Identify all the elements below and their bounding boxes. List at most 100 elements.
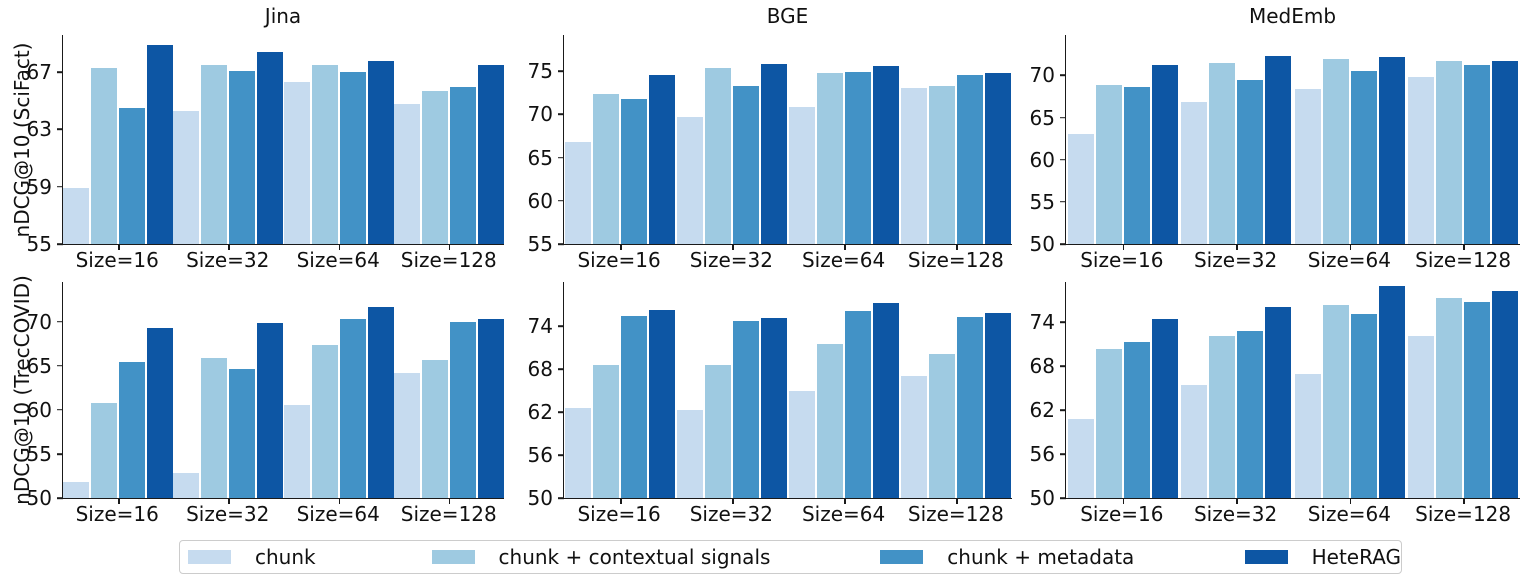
plot-area: 50 56 62 68 74 — [528, 282, 1012, 508]
x-tick-mark — [1122, 244, 1125, 250]
x-tick-mark — [118, 244, 120, 250]
y-tick-mark — [57, 409, 63, 411]
bar-chunk-metadata-size=32 — [1237, 331, 1264, 498]
x-tick-labels: Size=16 Size=32 Size=64 Size=128 — [563, 503, 1012, 525]
bar-group-size=64 — [788, 35, 900, 244]
bar-chunk-contextual-signals-size=32 — [201, 65, 228, 244]
bar-group-size=64 — [1293, 282, 1407, 498]
x-tick-label: Size=16 — [577, 248, 661, 272]
y-tick-mark — [1060, 116, 1066, 119]
y-tick-label: 65 — [527, 145, 553, 170]
bar-chunk-size=16 — [63, 188, 90, 244]
x-tick-label: Size=128 — [1415, 248, 1512, 272]
bar-group-size=32 — [173, 282, 284, 498]
x-tick-labels: Size=16 Size=32 Size=64 Size=128 — [62, 249, 504, 271]
y-tick-mark — [558, 243, 564, 245]
x-tick-labels: Size=16 Size=32 Size=64 Size=128 — [62, 503, 504, 525]
x-tick-mark — [1349, 244, 1352, 250]
x-tick-mark — [1349, 498, 1352, 504]
bar-chunk-size=32 — [173, 110, 200, 244]
bar-heterag-size=64 — [367, 306, 394, 498]
bar-chunk-metadata-size=16 — [119, 362, 146, 498]
x-tick-mark — [844, 244, 846, 250]
bar-chunk-metadata-size=128 — [449, 86, 476, 244]
bar-chunk-metadata-size=16 — [621, 316, 647, 498]
y-tick-label: 56 — [1029, 442, 1055, 467]
y-tick-label: 65 — [26, 353, 52, 378]
bar-heterag-size=16 — [649, 74, 675, 244]
legend-item-heterag: HeteRAG — [1244, 545, 1401, 569]
x-tick-label: Size=32 — [689, 502, 773, 526]
bar-chunk-metadata-size=32 — [229, 70, 256, 244]
y-tick-mark — [57, 243, 63, 245]
x-tick-label: Size=128 — [400, 248, 497, 272]
bar-chunk-size=16 — [565, 407, 591, 498]
bar-chunk-size=32 — [1181, 384, 1208, 498]
legend-swatch-chunk-icon — [188, 550, 231, 564]
bar-heterag-size=128 — [477, 65, 504, 244]
x-tick-mark — [956, 244, 958, 250]
bar-chunk-size=128 — [1408, 336, 1435, 498]
bar-group-size=32 — [676, 35, 788, 244]
y-tick-label: 68 — [527, 357, 553, 382]
bar-chunk-size=64 — [1294, 373, 1321, 498]
y-tick-mark — [1060, 321, 1066, 324]
bar-heterag-size=16 — [147, 327, 174, 498]
x-tick-label: Size=64 — [801, 248, 886, 272]
bar-chunk-metadata-size=64 — [1350, 314, 1377, 498]
x-tick-mark — [1463, 498, 1465, 504]
bar-group-size=128 — [1407, 35, 1521, 244]
bar-heterag-size=32 — [257, 52, 284, 244]
y-tick-label: 74 — [1029, 310, 1055, 335]
legend-item-chunk-metadata: chunk + metadata — [880, 545, 1244, 569]
bar-group-size=16 — [564, 282, 676, 498]
bar-heterag-size=16 — [649, 309, 675, 498]
x-tick-label: Size=16 — [1080, 502, 1164, 526]
bar-heterag-size=64 — [873, 302, 899, 498]
bar-chunk-metadata-size=32 — [1237, 79, 1264, 244]
y-tick-label: 55 — [26, 441, 52, 466]
x-tick-mark — [732, 244, 734, 250]
x-tick-label: Size=32 — [186, 502, 270, 526]
bar-chunk-contextual-signals-size=128 — [1436, 298, 1463, 498]
y-tick-mark — [57, 497, 63, 499]
x-tick-label: Size=64 — [1307, 248, 1391, 272]
bar-heterag-size=64 — [1378, 286, 1405, 498]
bar-heterag-size=32 — [1265, 56, 1292, 244]
y-tick-mark — [558, 454, 564, 456]
bar-chunk-contextual-signals-size=128 — [929, 353, 955, 498]
y-tick-label: 50 — [26, 486, 52, 510]
bar-chunk-contextual-signals-size=32 — [201, 357, 228, 498]
x-tick-mark — [228, 498, 230, 504]
bar-chunk-size=64 — [283, 82, 310, 244]
bar-group-size=64 — [283, 282, 394, 498]
bar-chunk-metadata-size=64 — [339, 319, 366, 498]
bar-chunk-size=16 — [1067, 134, 1094, 244]
bar-heterag-size=16 — [1151, 65, 1178, 244]
bar-chunk-size=128 — [901, 375, 927, 498]
bar-chunk-contextual-signals-size=32 — [1209, 62, 1236, 244]
bar-group-size=128 — [900, 282, 1012, 498]
bar-chunk-size=64 — [789, 106, 815, 244]
x-tick-mark — [338, 244, 341, 250]
legend-label: HeteRAG — [1311, 545, 1401, 569]
bar-chunk-contextual-signals-size=128 — [1436, 61, 1463, 244]
bar-chunk-metadata-size=128 — [1464, 301, 1491, 498]
plot-area: 55 60 65 70 75 — [528, 35, 1012, 254]
subplot-bge-scifact: BGE 55 60 65 70 75 Size=16 Size=32 Size=64 Size… — [510, 0, 1020, 272]
legend: chunk chunk + contextual signals chunk +… — [179, 540, 1402, 574]
y-tick-label: 60 — [1029, 147, 1055, 172]
bar-chunk-size=16 — [63, 482, 90, 498]
subplot-jina-scifact: Jina nDCG@10 (SciFact) 55 59 63 67 Size=16 S… — [0, 0, 510, 271]
bar-heterag-size=128 — [985, 313, 1011, 498]
x-tick-label: Size=64 — [296, 502, 380, 526]
bar-heterag-size=32 — [1265, 306, 1292, 498]
bar-group-size=16 — [1066, 35, 1180, 244]
x-tick-label: Size=16 — [1080, 248, 1164, 272]
y-tick-mark — [558, 70, 564, 73]
bar-chunk-size=32 — [173, 473, 200, 498]
bar-chunk-contextual-signals-size=16 — [1095, 349, 1122, 498]
x-tick-mark — [620, 498, 622, 504]
y-tick-mark — [558, 200, 564, 202]
bar-chunk-contextual-signals-size=64 — [311, 65, 338, 244]
